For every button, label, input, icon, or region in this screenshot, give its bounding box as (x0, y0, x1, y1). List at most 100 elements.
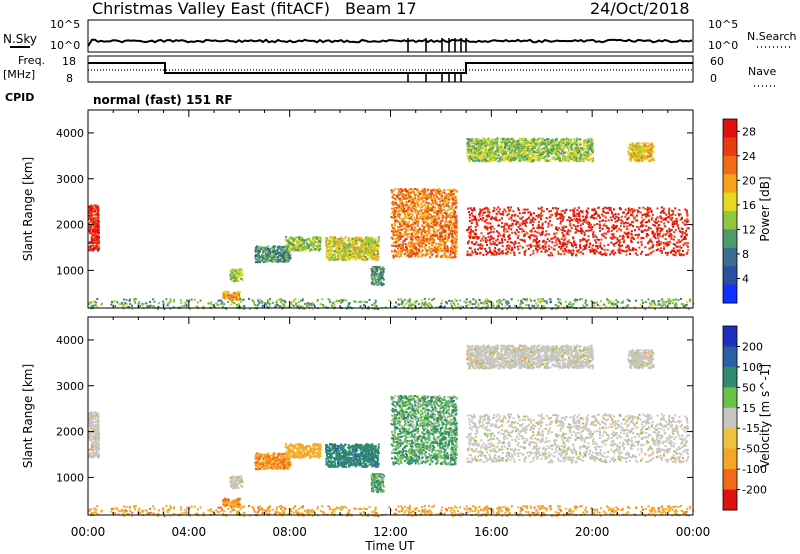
scatter-point (397, 253, 400, 256)
scatter-point (88, 228, 91, 230)
scatter-point (448, 213, 451, 216)
scatter-point (470, 241, 473, 244)
scatter-point (97, 209, 100, 212)
scatter-point (524, 224, 527, 227)
scatter-point (566, 231, 569, 234)
scatter-point (96, 219, 99, 222)
scatter-point (555, 213, 558, 216)
scatter-point (554, 207, 557, 209)
scatter-point (657, 220, 660, 223)
scatter-point (660, 217, 663, 220)
scatter-point (603, 244, 606, 247)
scatter-point (663, 225, 666, 228)
scatter-point (407, 228, 410, 231)
scatter-point (235, 294, 238, 297)
scatter-point (481, 247, 484, 250)
scatter-point (541, 233, 543, 236)
scatter-point (579, 224, 582, 227)
scatter-point (566, 240, 569, 243)
scatter-point (439, 207, 442, 210)
scatter-point (335, 245, 338, 248)
scatter-point (448, 208, 451, 211)
scatter-point (230, 293, 233, 296)
scatter-point (448, 226, 451, 229)
scatter-point (96, 245, 99, 248)
scatter-point (472, 159, 474, 162)
scatter-point (234, 270, 237, 273)
scatter-point (259, 250, 262, 253)
scatter-point (584, 218, 587, 221)
scatter-point (431, 253, 434, 256)
scatter-point (261, 259, 264, 262)
scatter-point (579, 247, 582, 249)
scatter-point (415, 247, 418, 250)
scatter-point (640, 237, 643, 240)
scatter-point (484, 247, 487, 250)
scatter-point (344, 248, 347, 251)
scatter-point (504, 210, 507, 213)
scatter-point (514, 233, 517, 236)
scatter-point (470, 230, 473, 233)
scatter-point (548, 248, 551, 251)
scatter-point (435, 221, 438, 224)
scatter-point (651, 213, 654, 216)
scatter-point (272, 260, 275, 263)
scatter-point (645, 225, 648, 227)
scatter-point (685, 244, 688, 247)
scatter-point (486, 211, 489, 214)
scatter-point (454, 212, 457, 215)
scatter-point (598, 226, 601, 229)
scatter-point (453, 223, 456, 226)
scatter-point (538, 247, 541, 250)
scatter-point (522, 145, 525, 148)
scatter-point (451, 193, 454, 196)
scatter-point (264, 252, 267, 255)
scatter-point (590, 228, 593, 231)
scatter-point (394, 199, 397, 202)
scatter-point (401, 189, 403, 192)
scatter-point (392, 193, 395, 196)
scatter-point (409, 191, 412, 194)
scatter-point (314, 247, 317, 250)
scatter-point (485, 218, 488, 221)
scatter-point (292, 239, 295, 242)
scatter-point (88, 247, 91, 250)
scatter-point (591, 214, 594, 217)
scatter-point (570, 227, 573, 230)
scatter-point (358, 250, 361, 252)
scatter-point (579, 238, 582, 241)
scatter-point (424, 196, 427, 199)
scatter-point (555, 226, 558, 229)
scatter-point (572, 236, 575, 239)
scatter-point (521, 239, 524, 241)
scatter-point (351, 241, 354, 244)
scatter-point (562, 209, 565, 212)
scatter-point (494, 216, 497, 219)
scatter-point (429, 216, 432, 219)
scatter-point (359, 256, 362, 259)
scatter-point (88, 206, 91, 209)
scatter-point (266, 249, 269, 252)
scatter-point (604, 251, 607, 254)
scatter-point (614, 236, 617, 239)
scatter-point (261, 255, 264, 258)
scatter-point (263, 260, 266, 263)
scatter-point (363, 250, 366, 253)
scatter-point (674, 251, 677, 254)
scatter-point (433, 193, 436, 196)
scatter-point (420, 206, 423, 208)
scatter-point (575, 231, 578, 234)
scatter-point (446, 250, 449, 252)
scatter-point (686, 218, 689, 221)
scatter-point (572, 249, 575, 252)
scatter-point (90, 224, 93, 227)
scatter-point (422, 220, 425, 223)
scatter-point (418, 245, 421, 248)
scatter-point (450, 233, 453, 236)
scatter-point (651, 245, 654, 248)
scatter-point (510, 219, 513, 221)
scatter-point (646, 212, 649, 215)
scatter-point (455, 225, 458, 227)
scatter-point (436, 189, 439, 192)
scatter-point (479, 243, 482, 246)
